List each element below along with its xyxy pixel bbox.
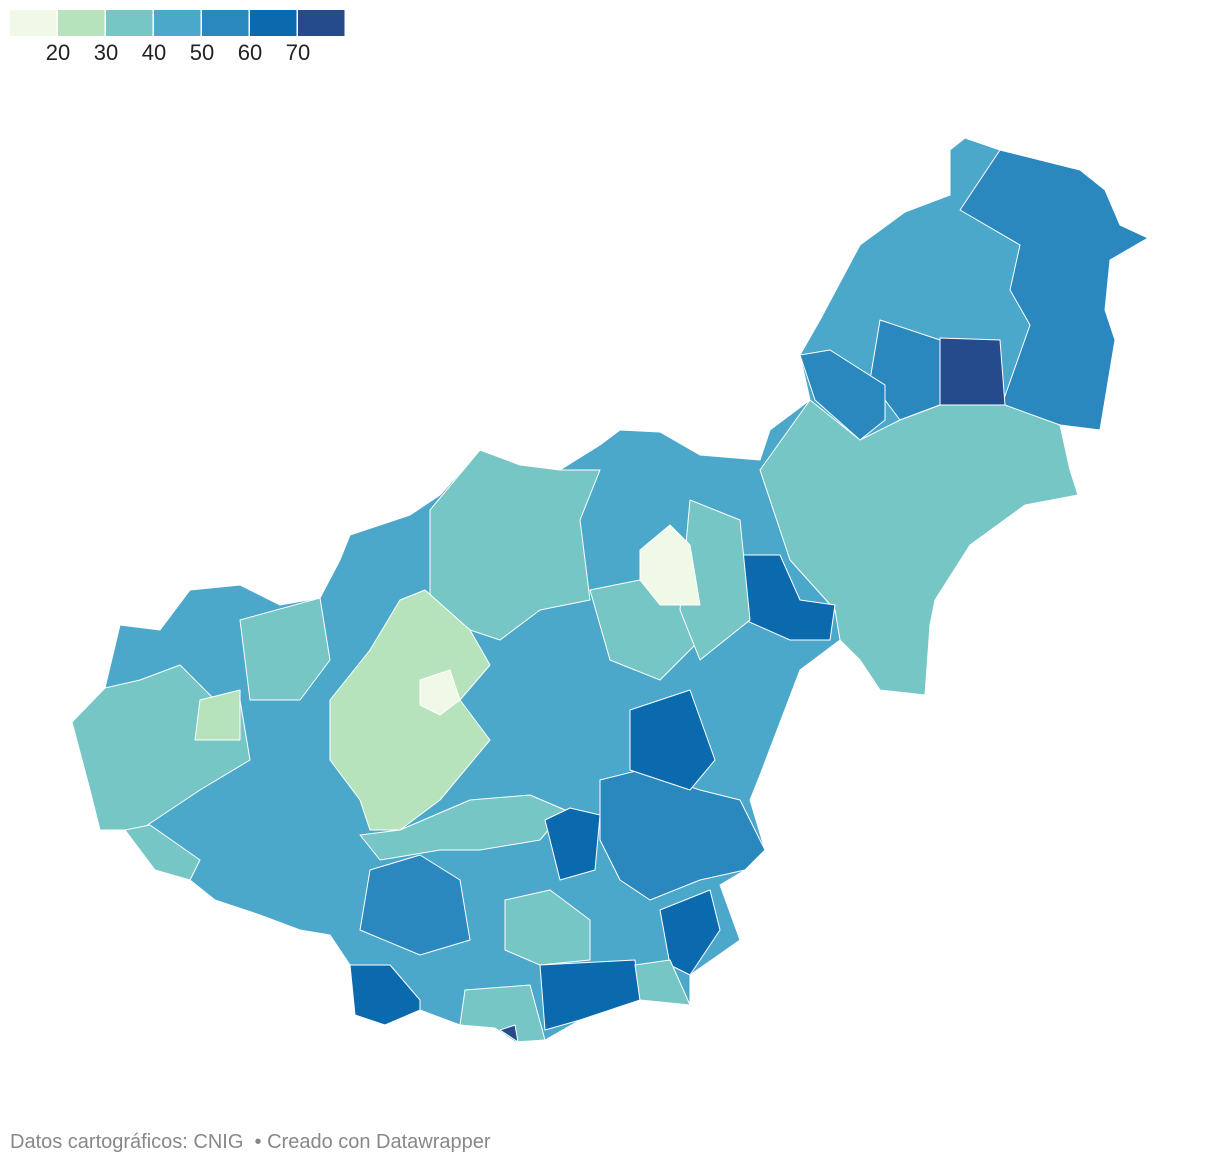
legend-swatch <box>202 10 249 36</box>
region <box>459 984 546 1043</box>
region <box>349 964 421 1026</box>
region <box>539 959 641 1031</box>
legend-swatch <box>250 10 297 36</box>
region <box>634 959 691 1006</box>
region <box>329 589 491 831</box>
region <box>239 597 331 701</box>
region <box>544 807 601 881</box>
legend-swatch <box>298 10 345 36</box>
legend-swatch <box>106 10 153 36</box>
legend-swatch <box>10 10 57 36</box>
source: Datos cartográficos: CNIG <box>10 1131 244 1153</box>
credit: • Creado con Datawrapper <box>254 1131 491 1153</box>
region <box>939 337 1006 406</box>
legend-tick-label: 60 <box>238 40 262 65</box>
region <box>124 824 201 881</box>
region <box>659 889 721 976</box>
legend-tick-label: 40 <box>142 40 166 65</box>
legend-swatch <box>58 10 105 36</box>
legend-swatch <box>154 10 201 36</box>
legend: 20 30 40 50 60 70 <box>10 10 345 65</box>
legend-tick-label: 50 <box>190 40 214 65</box>
region <box>194 689 241 741</box>
footer: Datos cartográficos: CNIG • Creado con D… <box>10 1131 491 1154</box>
legend-tick-label: 70 <box>286 40 310 65</box>
region <box>759 399 1079 696</box>
legend-tick-label: 20 <box>46 40 70 65</box>
region <box>504 889 591 966</box>
legend-tick-label: 30 <box>94 40 118 65</box>
region <box>499 1024 519 1043</box>
region <box>799 349 886 441</box>
region <box>359 854 471 956</box>
region <box>639 524 701 606</box>
region <box>419 669 461 716</box>
region <box>629 689 716 791</box>
region <box>959 149 1149 431</box>
